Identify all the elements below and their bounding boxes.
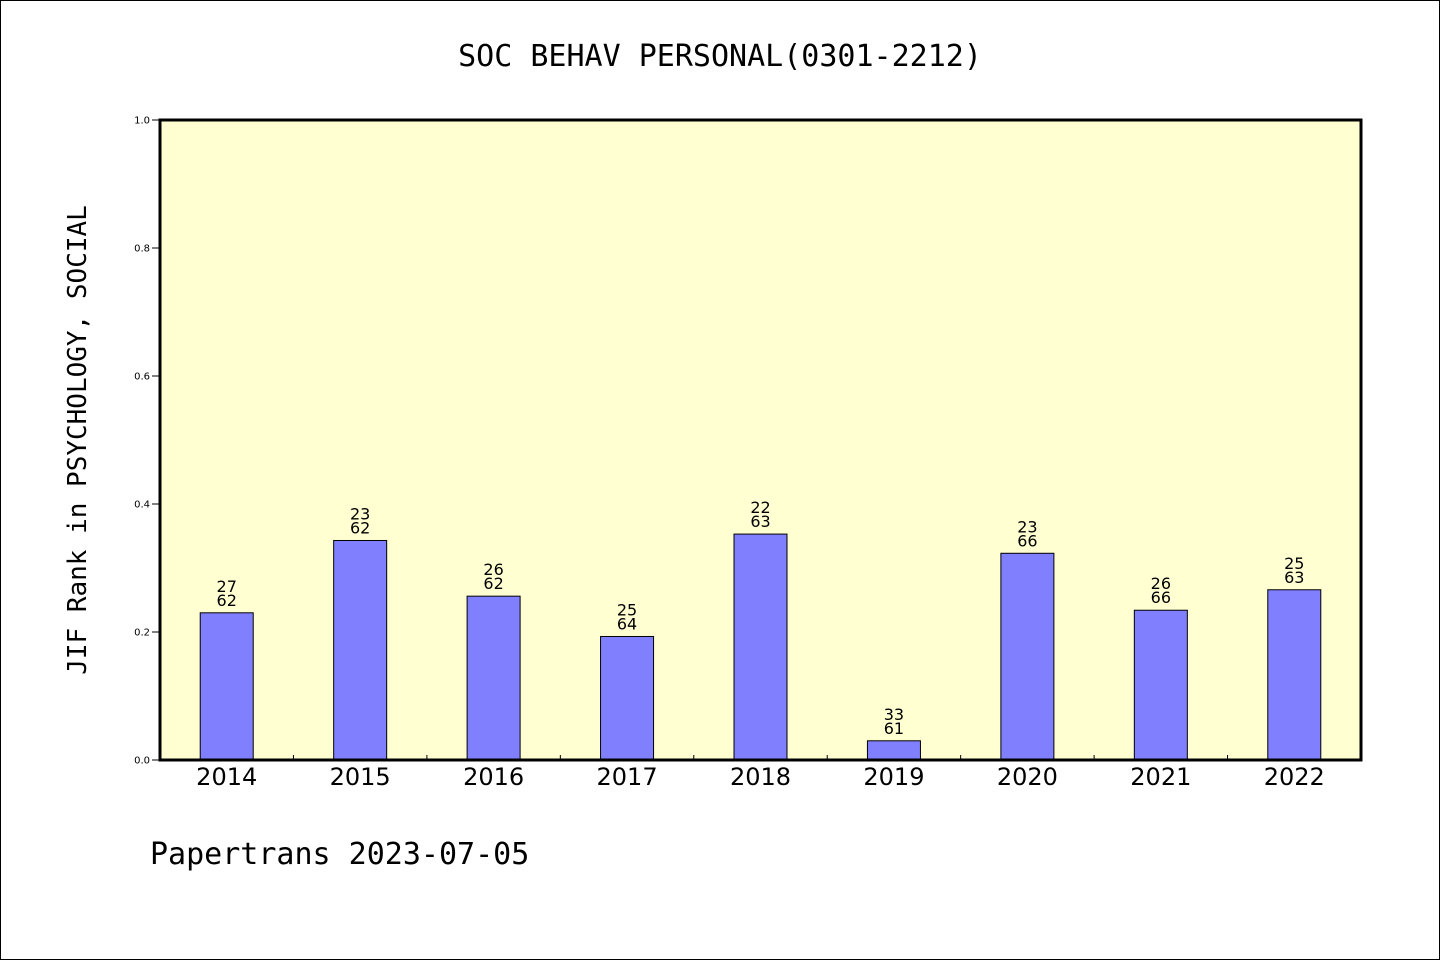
bar-total-label: 62 [350, 518, 370, 537]
bar-2014 [199, 612, 254, 761]
bars [199, 533, 1322, 761]
x-tick-label: 2016 [463, 763, 524, 791]
x-tick-label: 2014 [196, 763, 257, 791]
bar-rank-label: 25 [1284, 554, 1304, 573]
bar-total-label: 62 [217, 591, 237, 610]
bar-rank-label: 27 [217, 577, 237, 596]
y-tick-label: 0.2 [134, 628, 150, 639]
x-tick-label: 2022 [1264, 763, 1325, 791]
bar-2018 [733, 533, 788, 761]
bar-rank-label: 23 [350, 504, 370, 523]
footer-credit: Papertrans 2023-07-05 [150, 837, 529, 872]
bar-total-label: 64 [617, 614, 637, 633]
bar-2021 [1133, 609, 1188, 761]
bar-total-label: 66 [1017, 531, 1037, 550]
bar-2019 [866, 740, 921, 761]
bar-rank-label: 26 [483, 560, 503, 579]
y-tick-label: 0.4 [134, 500, 150, 511]
bar-total-label: 61 [884, 719, 904, 738]
chart-title: SOC BEHAV PERSONAL(0301-2212) [458, 39, 982, 74]
bar-total-label: 62 [483, 574, 503, 593]
x-tick-label: 2019 [863, 763, 924, 791]
x-axis: 2014 2015 2016 2017 2018 2019 2020 2021 2022 [196, 755, 1325, 791]
x-tick-label: 2020 [997, 763, 1058, 791]
y-axis-label: JIF Rank in PSYCHOLOGY, SOCIAL [63, 205, 93, 675]
bar-2020 [1000, 552, 1055, 761]
bar-2017 [600, 635, 655, 761]
bar-total-label: 63 [750, 512, 770, 531]
y-tick-label: 0.8 [134, 244, 150, 255]
plot-border [158, 118, 1363, 762]
y-tick-label: 0.6 [134, 372, 150, 383]
bar-2016 [466, 595, 521, 761]
x-tick-label: 2015 [330, 763, 391, 791]
y-tick-label: 0.0 [134, 756, 150, 767]
bar-rank-label: 22 [750, 498, 770, 517]
bar-rank-label: 25 [617, 600, 637, 619]
bar-2015 [333, 539, 388, 761]
x-tick-label: 2018 [730, 763, 791, 791]
bar-total-label: 66 [1151, 588, 1171, 607]
x-tick-label: 2021 [1130, 763, 1191, 791]
x-tick-label: 2017 [597, 763, 658, 791]
bar-rank-label: 23 [1017, 517, 1037, 536]
bar-2022 [1267, 589, 1322, 761]
bar-rank-label: 26 [1151, 574, 1171, 593]
y-axis: 0.0 0.2 0.4 0.6 0.8 1.0 [134, 116, 160, 767]
y-tick-label: 1.0 [134, 116, 150, 127]
bar-total-label: 63 [1284, 568, 1304, 587]
bar-rank-label: 33 [884, 705, 904, 724]
